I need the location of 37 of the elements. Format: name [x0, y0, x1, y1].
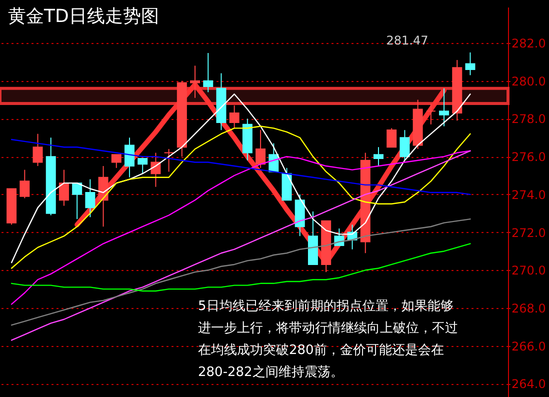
candlestick: [465, 52, 476, 76]
candlestick: [386, 128, 397, 148]
y-tick-label: 278.0: [512, 112, 546, 126]
candlestick: [138, 158, 148, 174]
candlestick: [85, 178, 96, 218]
y-tick-label: 268.0: [512, 302, 546, 316]
y-tick-label: 264.0: [512, 377, 546, 392]
candlestick: [164, 148, 174, 172]
candlestick: [72, 182, 82, 220]
y-tick-label: 276.0: [512, 150, 546, 164]
candlestick: [426, 103, 436, 125]
y-tick-label: 282.0: [512, 36, 546, 50]
candlestick: [58, 169, 69, 206]
line-series: [10, 126, 471, 269]
candlestick: [32, 133, 43, 167]
candlestick: [256, 130, 266, 168]
line-series: [10, 150, 471, 341]
y-tick-label: 270.0: [512, 264, 546, 278]
y-tick-label: 266.0: [512, 339, 546, 354]
line-series: [10, 138, 471, 196]
candlestick: [439, 88, 450, 127]
chart-title: 黄金TD日线走势图: [8, 6, 159, 27]
candlestick: [374, 146, 384, 167]
candlestick: [203, 52, 214, 93]
annotation: 281.47: [386, 33, 428, 48]
y-tick-label: 272.0: [512, 226, 546, 240]
annotation: 5日均线已经来到前期的拐点位置，如果能够进一步上行，将带动行情继续向上破位，不过在均线成功突破280前，金价可能还是会在280-282之间维持震荡。: [198, 299, 458, 380]
candlestick: [111, 154, 122, 168]
candlestick: [400, 130, 410, 161]
candlestick: [20, 169, 30, 199]
candlestick: [124, 137, 134, 178]
line-series: [10, 243, 471, 292]
line-series: [10, 93, 471, 264]
candlestick: [150, 152, 161, 188]
candlestick: [229, 104, 240, 129]
y-tick-label: 274.0: [512, 188, 546, 202]
y-tick-label: 280.0: [512, 74, 546, 88]
